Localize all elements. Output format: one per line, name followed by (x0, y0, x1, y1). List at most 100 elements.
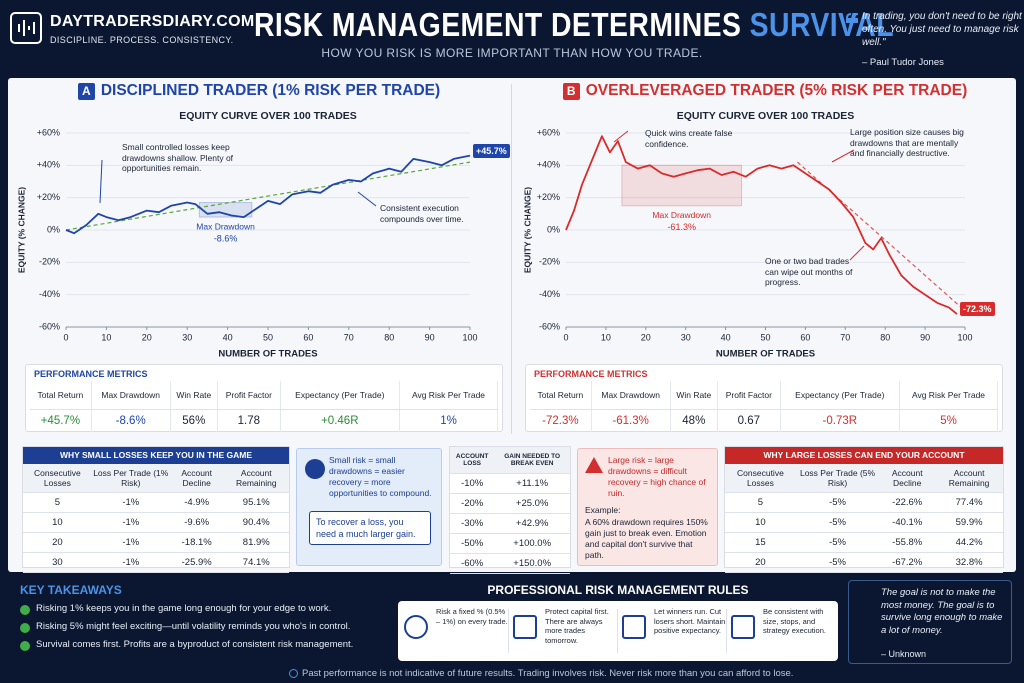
metrics-box: PERFORMANCE METRICS Total Return Max Drawd… (525, 364, 1003, 432)
main-title: RISK MANAGEMENT DETERMINES SURVIVAL (254, 6, 894, 44)
recovery-row: -10% +11.1% (450, 473, 570, 494)
main-title-text: RISK MANAGEMENT DETERMINES (254, 6, 742, 43)
metrics-table: Total Return Max Drawdown Win Rate Profit F… (30, 381, 498, 432)
loss-table-cell: 5 (23, 492, 92, 513)
annotation-arrow (613, 130, 629, 143)
annotation: Small controlled losses keep drawdowns s… (122, 142, 234, 173)
metrics-header: Avg Risk Per Trade (399, 381, 498, 410)
metrics-header: Expectancy (Per Trade) (780, 381, 901, 410)
large-risk-icon (585, 457, 603, 473)
subtitle: HOW YOU RISK IS MORE IMPORTANT THAN HOW … (321, 46, 703, 60)
loss-table-cell: -22.6% (879, 492, 936, 513)
x-tick-label: 80 (880, 332, 890, 342)
chart: EQUITY CURVE OVER 100 TRADES -60% -40% -20%… (522, 110, 972, 360)
recovery-cell: +42.9% (494, 513, 570, 534)
loss-table-row: 15 -5% -55.8% 44.2% (725, 532, 1003, 553)
metrics-value: -72.3% (530, 409, 592, 432)
recovery-cell: +25.0% (494, 493, 570, 514)
recovery-cell: -30% (450, 513, 495, 534)
takeaway-item: Risking 1% keeps you in the game long en… (36, 603, 332, 614)
metrics-value: -0.73R (780, 409, 901, 432)
large-risk-text: Large risk = large drawdowns = difficult… (608, 455, 706, 498)
y-tick-label: 0% (547, 224, 560, 234)
loss-table-title: WHY SMALL LOSSES KEEP YOU IN THE GAME (23, 447, 289, 464)
chart-title: EQUITY CURVE OVER 100 TRADES (179, 110, 357, 122)
loss-table-row: 10 -1% -9.6% 90.4% (23, 512, 289, 533)
recovery-row: -60% +150.0% (450, 553, 570, 574)
large-risk-box: Large risk = large drawdowns = difficult… (577, 448, 718, 566)
y-tick-label: -60% (539, 321, 560, 331)
loss-table-cell: -1% (91, 512, 170, 533)
loss-table-cell: 10 (23, 512, 92, 533)
panel-heading-text: DISCIPLINED TRADER (1% RISK PER TRADE) (100, 82, 441, 99)
loss-table-header: Account Remaining (935, 464, 1003, 493)
x-tick-label: 100 (957, 332, 972, 342)
loss-table-title: WHY LARGE LOSSES CAN END YOUR ACCOUNT (725, 447, 1003, 464)
metrics-header: Profit Factor (217, 381, 281, 410)
loss-table: Consecutive Losses Loss Per Trade (5% Ris… (725, 464, 1003, 573)
rule-text: Let winners run. Cut losers short. Maint… (654, 607, 726, 635)
metrics-value: 1% (399, 409, 498, 432)
loss-table-cell: -4.9% (169, 492, 224, 513)
metrics-header: Expectancy (Per Trade) (280, 381, 401, 410)
metrics-table: Total Return Max Drawdown Win Rate Profit F… (530, 381, 998, 432)
footer-icon (289, 669, 298, 678)
x-tick-label: 80 (384, 332, 394, 342)
small-risk-note: To recover a loss, you need a much large… (309, 511, 431, 545)
recovery-cell: -50% (450, 533, 495, 554)
loss-table-cell: -67.2% (879, 552, 936, 573)
takeaways-box: KEY TAKEAWAYS Risking 1% keeps you in the… (10, 578, 382, 664)
recovery-header: ACCOUNT LOSS (450, 447, 495, 474)
equity-line (565, 135, 958, 315)
metrics-header-row: Total Return Max Drawdown Win Rate Profit F… (530, 381, 998, 410)
takeaway-item: Survival comes first. Profits are a bypr… (36, 639, 354, 650)
drawdown-value: -61.3% (667, 222, 696, 232)
y-axis-label: EQUITY (% CHANGE) (16, 187, 26, 273)
metrics-header: Profit Factor (717, 381, 781, 410)
rule-text: Protect capital first. There are always … (545, 607, 609, 645)
y-tick-label: +60% (37, 127, 60, 137)
metrics-value: 5% (899, 409, 998, 432)
recovery-cell: +11.1% (494, 473, 570, 494)
metrics-value: +0.46R (280, 409, 401, 432)
drawdown-value: -8.6% (214, 233, 238, 243)
chart-title: EQUITY CURVE OVER 100 TRADES (677, 110, 855, 122)
loss-table-header: Loss Per Trade (5% Risk) (795, 464, 880, 493)
loss-table-cell: -5% (795, 512, 880, 533)
recovery-header: GAIN NEEDED TO BREAK EVEN (494, 447, 570, 474)
rule-divider (508, 609, 509, 653)
loss-table-cell: -9.6% (169, 512, 224, 533)
metrics-box: PERFORMANCE METRICS Total Return Max Drawd… (25, 364, 503, 432)
metrics-header: Total Return (530, 381, 592, 410)
check-icon (20, 641, 30, 651)
metrics-header: Total Return (30, 381, 92, 410)
equity-line (65, 154, 471, 235)
end-label: +45.7% (473, 143, 510, 158)
y-axis-label: EQUITY (% CHANGE) (522, 187, 532, 273)
loss-table: Consecutive Losses Loss Per Trade (1% Ris… (23, 464, 289, 573)
loss-table-row: 20 -5% -67.2% 32.8% (725, 552, 1003, 573)
check-icon (20, 605, 30, 615)
recovery-cell: +100.0% (494, 533, 570, 554)
rule-icon (404, 615, 428, 639)
metrics-value: 48% (670, 409, 719, 432)
loss-table-cell: 5 (725, 492, 796, 513)
x-tick-label: 20 (641, 332, 651, 342)
closing-quote-box: The goal is not to make the most money. … (848, 580, 1012, 664)
large-risk-example: A 60% drawdown requires 150% gain just t… (585, 517, 708, 560)
loss-table-row: 20 -1% -18.1% 81.9% (23, 532, 289, 553)
panel-badge: A (77, 82, 95, 100)
panel-heading: B OVERLEVERAGED TRADER (5% RISK PER TRADE… (514, 82, 1016, 100)
header-quote-author: – Paul Tudor Jones (862, 57, 944, 68)
x-tick-label: 40 (223, 332, 233, 342)
x-tick-label: 90 (920, 332, 930, 342)
loss-table-row: 5 -1% -4.9% 95.1% (23, 492, 289, 513)
y-tick-label: +60% (537, 127, 560, 137)
metrics-value: -61.3% (591, 409, 671, 432)
metrics-value-row: +45.7% -8.6% 56% 1.78 +0.46R 1% (30, 409, 498, 432)
rule-icon (622, 615, 646, 639)
rule-divider (726, 609, 727, 653)
loss-table-header: Consecutive Losses (725, 464, 796, 493)
brand: DAYTRADERSDIARY.COM (50, 13, 255, 30)
